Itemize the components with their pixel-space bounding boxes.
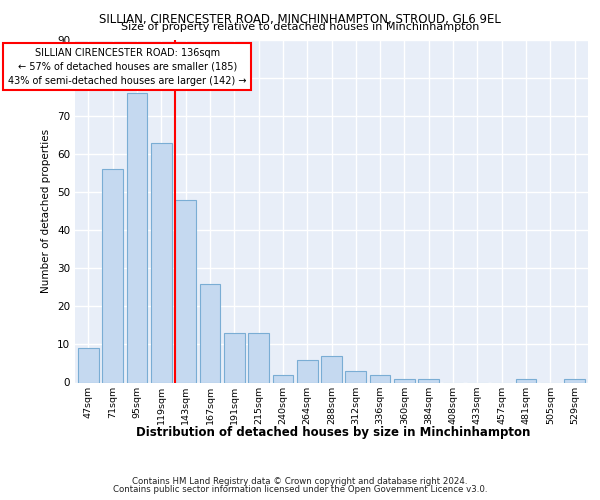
Bar [175, 200, 196, 382]
Text: Contains public sector information licensed under the Open Government Licence v3: Contains public sector information licen… [113, 485, 487, 494]
Bar [564, 378, 585, 382]
Bar [394, 378, 415, 382]
Bar [321, 356, 342, 382]
Bar [297, 360, 317, 382]
Text: Distribution of detached houses by size in Minchinhampton: Distribution of detached houses by size … [136, 426, 530, 439]
Bar [272, 375, 293, 382]
Bar [248, 333, 269, 382]
Text: Contains HM Land Registry data © Crown copyright and database right 2024.: Contains HM Land Registry data © Crown c… [132, 477, 468, 486]
Bar [103, 170, 123, 382]
Bar [346, 371, 366, 382]
Bar [127, 94, 148, 383]
Bar [200, 284, 220, 382]
Bar [370, 375, 391, 382]
Bar [515, 378, 536, 382]
Bar [418, 378, 439, 382]
Bar [78, 348, 99, 382]
Text: SILLIAN, CIRENCESTER ROAD, MINCHINHAMPTON, STROUD, GL6 9EL: SILLIAN, CIRENCESTER ROAD, MINCHINHAMPTO… [99, 12, 501, 26]
Bar [224, 333, 245, 382]
Text: Size of property relative to detached houses in Minchinhampton: Size of property relative to detached ho… [121, 22, 479, 32]
Text: SILLIAN CIRENCESTER ROAD: 136sqm
← 57% of detached houses are smaller (185)
43% : SILLIAN CIRENCESTER ROAD: 136sqm ← 57% o… [8, 48, 247, 86]
Bar [151, 143, 172, 382]
Y-axis label: Number of detached properties: Number of detached properties [41, 129, 52, 294]
